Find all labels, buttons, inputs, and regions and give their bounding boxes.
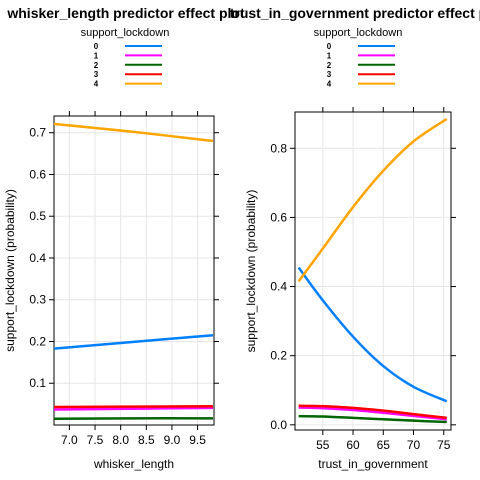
x-tick-label: 7.5 xyxy=(87,433,104,447)
x-tick-label: 75 xyxy=(437,438,451,452)
series-line-2 xyxy=(298,414,447,424)
legend-label-0: 0 xyxy=(94,42,99,51)
y-axis-label: support_lockdown (probability) xyxy=(3,189,17,352)
x-tick-label: 9.5 xyxy=(189,433,206,447)
y-axis-label: support_lockdown (probability) xyxy=(244,190,258,353)
series-line-4 xyxy=(53,122,214,143)
panel-1: whisker_length predictor effect plot supp… xyxy=(3,5,245,471)
y-tick-label: 0.4 xyxy=(270,280,287,294)
legend-label-1: 1 xyxy=(94,51,99,60)
plot-frame xyxy=(53,115,215,426)
y-tick-label: 0.8 xyxy=(270,141,287,155)
y-tick-label: 0.1 xyxy=(29,376,46,390)
legend-title: support_lockdown xyxy=(81,27,170,39)
legend-label-3: 3 xyxy=(94,70,99,79)
legend-label-0: 0 xyxy=(327,42,332,51)
series-line-4 xyxy=(297,117,448,283)
legend-label-4: 4 xyxy=(94,80,99,89)
plot-frame xyxy=(294,111,452,431)
y-tick-label: 0.5 xyxy=(29,209,46,223)
legend-label-3: 3 xyxy=(327,70,332,79)
x-tick-label: 55 xyxy=(316,438,330,452)
legend-title: support_lockdown xyxy=(314,27,403,39)
x-tick-label: 7.0 xyxy=(61,433,78,447)
x-tick-label: 8.5 xyxy=(138,433,155,447)
chart-title: whisker_length predictor effect plot xyxy=(6,5,245,21)
y-tick-label: 0.4 xyxy=(29,251,46,265)
series-line-1 xyxy=(298,406,447,421)
y-tick-label: 0.7 xyxy=(29,126,46,140)
y-tick-label: 0.3 xyxy=(29,293,46,307)
x-tick-label: 70 xyxy=(407,438,421,452)
y-tick-label: 0.2 xyxy=(270,349,287,363)
y-tick-label: 0.0 xyxy=(270,418,287,432)
series-line-0 xyxy=(53,333,214,350)
chart-title: trust_in_government predictor effect plo… xyxy=(230,5,480,21)
x-tick-label: 9.0 xyxy=(164,433,181,447)
x-tick-label: 8.0 xyxy=(112,433,129,447)
legend-label-2: 2 xyxy=(327,61,332,70)
x-tick-label: 60 xyxy=(346,438,360,452)
series-line-3 xyxy=(53,404,213,409)
legend-label-1: 1 xyxy=(327,51,332,60)
x-tick-label: 65 xyxy=(377,438,391,452)
panel-2: trust_in_government predictor effect plo… xyxy=(230,5,480,471)
y-tick-label: 0.2 xyxy=(29,334,46,348)
series-line-1 xyxy=(53,406,213,411)
y-tick-label: 0.6 xyxy=(29,167,46,181)
legend-label-4: 4 xyxy=(327,80,332,89)
x-axis-label: whisker_length xyxy=(93,457,174,471)
series-line-3 xyxy=(298,404,447,420)
x-axis-label: trust_in_government xyxy=(318,457,428,471)
series-line-0 xyxy=(297,266,448,403)
legend-label-2: 2 xyxy=(94,61,99,70)
y-tick-label: 0.6 xyxy=(270,210,287,224)
